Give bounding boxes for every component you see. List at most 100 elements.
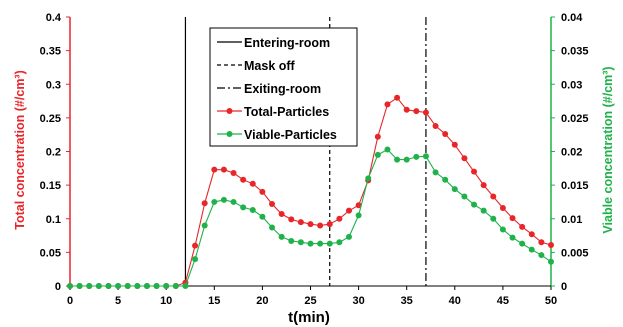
data-point-viable-particles (297, 239, 304, 246)
x-tick-label: 30 (352, 295, 364, 307)
legend: Entering-room Mask off Exiting-room Tota… (209, 27, 358, 147)
y-axis-label-left: Total concentration (#/cm³) (13, 70, 27, 230)
data-point-total-particles (297, 219, 304, 226)
data-point-total-particles (519, 223, 526, 230)
data-point-total-particles (317, 222, 324, 229)
data-point-viable-particles (548, 258, 554, 265)
x-tick-label: 45 (497, 295, 509, 307)
x-tick-label: 20 (256, 295, 268, 307)
data-point-total-particles (240, 176, 247, 183)
x-tick-label: 10 (160, 295, 172, 307)
data-point-viable-particles (422, 153, 429, 160)
x-tick-label: 40 (449, 295, 461, 307)
data-point-total-particles (509, 215, 516, 222)
data-point-total-particles (259, 188, 266, 195)
data-point-total-particles (384, 101, 391, 108)
data-point-viable-particles (134, 283, 141, 289)
y-right-tick-label: 0.005 (561, 247, 589, 259)
data-point-viable-particles (471, 201, 478, 208)
y-right-tick-label: 0.01 (561, 214, 582, 226)
y-left-tick-label: 0.35 (40, 46, 61, 58)
x-tick-label: 35 (401, 295, 413, 307)
y-right-tick-label: 0.035 (561, 46, 589, 58)
data-point-total-particles (528, 231, 535, 238)
data-point-total-particles (249, 180, 256, 187)
y-right-tick-label: 0.02 (561, 147, 582, 159)
data-point-total-particles (442, 131, 449, 138)
data-point-viable-particles (461, 193, 468, 200)
legend-label-total-particles: Total-Particles (244, 105, 329, 119)
data-point-viable-particles (240, 204, 247, 211)
data-point-viable-particles (143, 283, 150, 289)
legend-marker-viable-particles (226, 131, 233, 137)
data-point-total-particles (220, 166, 227, 173)
y-left-tick-label: 0.4 (46, 12, 62, 24)
data-point-viable-particles (67, 283, 73, 289)
data-point-viable-particles (211, 198, 218, 205)
data-point-total-particles (413, 108, 420, 115)
data-point-viable-particles (115, 283, 122, 289)
data-point-total-particles (499, 204, 506, 211)
data-point-total-particles (490, 193, 497, 200)
data-point-total-particles (355, 202, 362, 209)
data-point-viable-particles (451, 186, 458, 193)
data-point-total-particles (432, 122, 439, 129)
data-point-viable-particles (403, 156, 410, 163)
data-point-total-particles (336, 215, 343, 222)
data-point-viable-particles (317, 240, 324, 247)
data-point-total-particles (211, 166, 218, 173)
series-line-viable-particles (70, 148, 552, 287)
data-point-viable-particles (528, 246, 535, 253)
y-left-tick-label: 0.3 (46, 79, 61, 91)
y-left-tick-label: 0.2 (46, 147, 61, 159)
data-point-viable-particles (499, 226, 506, 233)
data-point-viable-particles (442, 176, 449, 183)
x-tick-label: 0 (67, 295, 73, 307)
data-series (67, 94, 554, 289)
data-point-total-particles (288, 216, 295, 223)
data-point-viable-particles (201, 222, 208, 229)
data-point-viable-particles (307, 240, 314, 247)
data-point-viable-particles (76, 283, 83, 289)
data-point-total-particles (269, 200, 276, 207)
data-point-viable-particles (124, 283, 131, 289)
data-point-total-particles (374, 133, 381, 140)
y-right-tick-label: 0 (561, 281, 567, 293)
y-left-tick-label: 0.25 (40, 113, 61, 125)
data-point-total-particles (422, 109, 429, 116)
data-point-viable-particles (163, 283, 170, 289)
data-point-viable-particles (259, 213, 266, 220)
y-right-tick-label: 0.04 (561, 12, 583, 24)
y-left-tick-label: 0 (55, 281, 61, 293)
data-point-total-particles (230, 170, 237, 177)
data-point-total-particles (451, 141, 458, 148)
data-point-total-particles (345, 207, 352, 214)
y-right-tick-label: 0.03 (561, 79, 582, 91)
data-point-viable-particles (365, 175, 372, 182)
y-axis-label-right: Viable concentration (#/cm³) (601, 66, 615, 233)
data-point-viable-particles (269, 224, 276, 231)
y-left-tick-label: 0.05 (40, 247, 61, 259)
x-tick-label: 5 (115, 295, 121, 307)
data-point-viable-particles (326, 240, 333, 247)
data-point-viable-particles (153, 283, 160, 289)
data-point-viable-particles (249, 207, 256, 214)
data-point-viable-particles (519, 240, 526, 247)
x-tick-label: 50 (545, 295, 557, 307)
data-point-viable-particles (105, 283, 112, 289)
y-right-tick-label: 0.015 (561, 180, 589, 192)
data-point-total-particles (394, 94, 401, 101)
data-point-viable-particles (182, 283, 189, 289)
x-axis-label: t(min) (288, 309, 330, 326)
data-point-viable-particles (230, 198, 237, 205)
y-left-tick-label: 0.1 (46, 214, 61, 226)
data-point-viable-particles (355, 212, 362, 219)
legend-label-exiting-room: Exiting-room (244, 82, 321, 96)
x-tick-label: 25 (304, 295, 316, 307)
data-point-total-particles (192, 242, 199, 249)
data-point-total-particles (403, 106, 410, 113)
data-point-viable-particles (374, 151, 381, 158)
data-point-viable-particles (432, 169, 439, 176)
data-point-total-particles (307, 221, 314, 228)
